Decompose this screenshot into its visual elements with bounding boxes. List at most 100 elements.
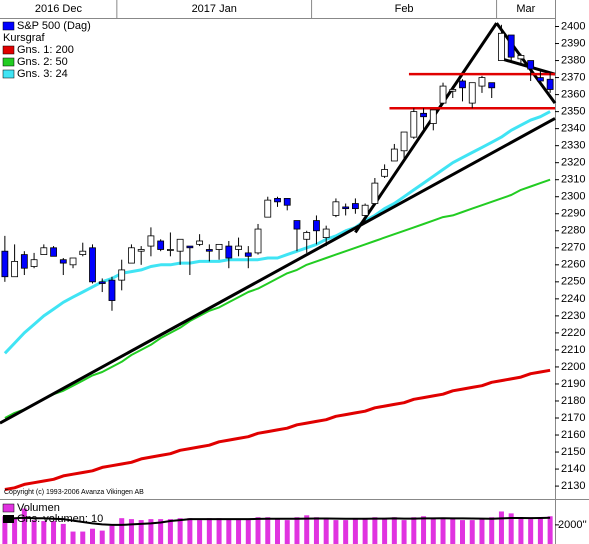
volume-bar (128, 519, 134, 544)
volume-bar (304, 515, 310, 544)
candle-body (1, 250, 9, 278)
candle-body (361, 204, 369, 216)
candle-body (215, 243, 223, 250)
volume-bar (99, 530, 105, 544)
volume-bar (255, 517, 261, 544)
legend-label: Volumen (17, 502, 60, 514)
legend-label: Gns. 3: 24 (17, 68, 68, 80)
y-tick-label: 2260 (561, 259, 585, 271)
x-tick-label: 2017 Jan (192, 3, 237, 15)
volume-bar (518, 518, 524, 544)
candle-body (400, 131, 408, 152)
volume-bar (187, 518, 193, 544)
volume-bar (479, 519, 485, 544)
y-tick-label: 2240 (561, 293, 585, 305)
trend-line (0, 117, 556, 425)
candle-body (371, 182, 379, 204)
candle-body (254, 228, 262, 254)
volume-bar (294, 517, 300, 544)
candle-body (50, 247, 57, 257)
volume-bar (109, 525, 115, 544)
candle-body (176, 238, 184, 252)
volume-bar (382, 518, 388, 544)
candle-body (293, 220, 301, 230)
candle-body (59, 259, 67, 264)
candle-body (322, 228, 330, 238)
legend-label: S&P 500 (Dag) (17, 20, 91, 32)
candle-body (147, 235, 155, 247)
volume-bar (245, 519, 251, 544)
candle-body (40, 247, 48, 255)
x-tick-label: 2016 Dec (35, 3, 83, 15)
volume-bar (313, 517, 319, 544)
y-tick-label: 2320 (561, 157, 585, 169)
candle-body (507, 34, 515, 58)
volume-bar (21, 508, 27, 544)
volume-bar (206, 518, 212, 544)
volume-bar (333, 520, 339, 544)
candle-body (137, 249, 145, 252)
candle-body (468, 82, 476, 104)
volume-average (4, 516, 551, 526)
candle-body (498, 32, 505, 61)
candle-body (244, 252, 252, 257)
candle-body (390, 148, 398, 162)
legend-swatch (3, 515, 14, 523)
volume-bar (372, 517, 378, 544)
y-tick-label: 2170 (561, 412, 585, 424)
volume-bar (411, 517, 417, 544)
candle-body (235, 245, 242, 250)
candle-body (274, 198, 281, 203)
volume-bar (177, 518, 183, 544)
candle-body (351, 203, 359, 210)
volume-bar (197, 520, 203, 544)
candle-body (89, 247, 96, 283)
y-tick-label: 2390 (561, 37, 585, 49)
volume-bar (119, 518, 125, 544)
candle-body (283, 198, 291, 206)
candle-body (527, 60, 535, 70)
candle-body (166, 249, 174, 251)
legend-swatch (2, 69, 15, 79)
y-tick-label: 2270 (561, 242, 585, 254)
volume-bar (460, 520, 465, 544)
y-tick-label: 2250 (561, 276, 585, 288)
moving-average (4, 178, 551, 419)
volume-bar (236, 519, 242, 544)
candle-body (488, 82, 496, 89)
candle-body (69, 257, 77, 266)
y-tick-label: 2140 (561, 463, 585, 475)
volume-bar (41, 521, 47, 544)
volume-bar (265, 517, 271, 544)
y-tick-label: 2300 (561, 191, 585, 203)
volume-bar (352, 518, 358, 544)
legend-swatch (2, 503, 15, 513)
y-tick-label: 2400 (561, 20, 585, 32)
volume-bar (226, 519, 232, 544)
y-tick-label: 2370 (561, 71, 585, 83)
y-tick-label: 2130 (561, 480, 585, 492)
y-tick-label: 2360 (561, 89, 585, 101)
volume-bar (90, 528, 95, 544)
trend-line (354, 22, 498, 234)
volume-bar (343, 520, 349, 544)
x-tick-label: Feb (395, 3, 414, 15)
volume-bar (450, 518, 456, 544)
legend-box (0, 19, 108, 83)
candle-body (186, 245, 194, 249)
y-tick-label: 2290 (561, 208, 585, 220)
candle-body (118, 269, 126, 281)
volume-bar (31, 520, 37, 544)
legend-label: Gns. volumen: 10 (17, 513, 103, 525)
candle-body (536, 77, 544, 82)
volume-bar (421, 516, 427, 544)
volume-bar (158, 519, 164, 544)
volume-bar (323, 519, 329, 544)
volume-bar (167, 519, 173, 544)
y-tick-label: 2330 (561, 140, 585, 152)
volume-bar (528, 519, 534, 544)
volume-bar (537, 518, 543, 544)
